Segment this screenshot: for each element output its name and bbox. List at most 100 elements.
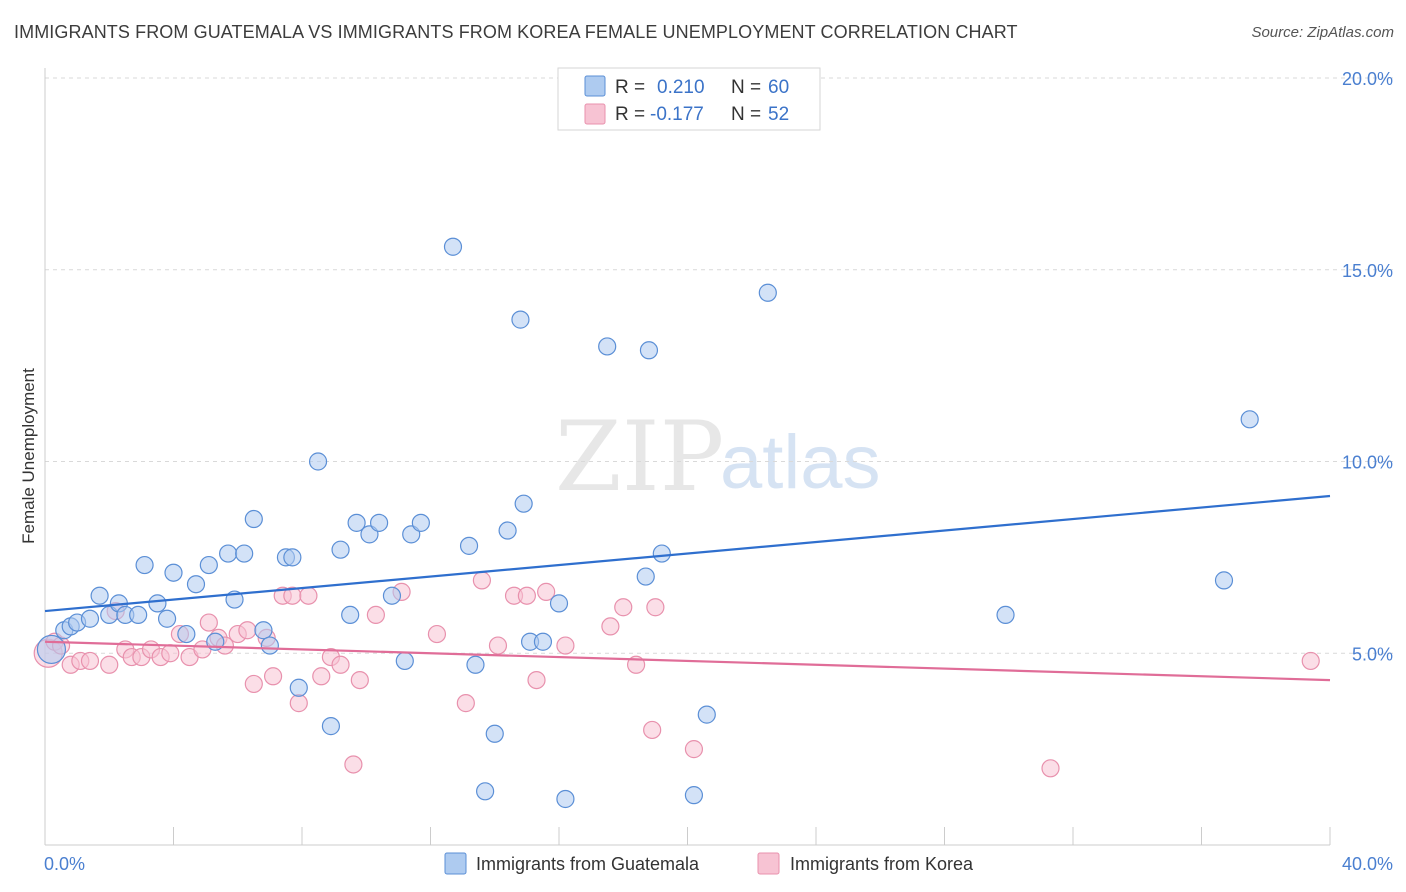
guatemala-point-21	[244, 509, 263, 529]
korea-point-6	[100, 655, 119, 674]
guatemala-point-5	[90, 586, 109, 605]
legend-r-label-korea: R =	[615, 104, 645, 125]
x-tick-label-max: 40.0%	[1342, 854, 1393, 874]
watermark-zip: ZIP	[555, 401, 724, 513]
korea-point-48	[643, 720, 662, 740]
guatemala-point-43	[498, 521, 517, 540]
guatemala-point-22	[254, 621, 273, 640]
legend-n-value-guatemala: 60	[768, 77, 789, 98]
series-guatemala-points	[36, 237, 1259, 809]
y-axis-label: Female Unemployment	[19, 368, 38, 544]
guatemala-point-44	[511, 310, 530, 329]
y-tick-label-20: 20.0%	[1342, 69, 1393, 89]
guatemala-point-53	[652, 544, 671, 563]
guatemala-point-15	[186, 575, 206, 594]
guatemala-point-48	[549, 594, 569, 613]
trend-line-korea	[44, 640, 1331, 682]
guatemala-point-45	[514, 494, 533, 513]
legend: R = 0.210 N = 60 R = -0.177 N = 52	[557, 67, 821, 131]
guatemala-point-58	[1214, 571, 1234, 590]
guatemala-point-11	[148, 594, 167, 613]
guatemala-point-29	[331, 540, 350, 559]
korea-point-31	[331, 655, 350, 674]
guatemala-point-12	[157, 609, 177, 628]
korea-point-49	[646, 598, 665, 617]
source-credit: Source: ZipAtlas.com	[1251, 24, 1394, 41]
guatemala-point-30	[341, 605, 360, 625]
guatemala-point-59	[1240, 410, 1259, 429]
korea-point-43	[537, 582, 556, 601]
guatemala-point-56	[758, 283, 777, 302]
guatemala-point-0	[36, 634, 67, 665]
bottom-legend: Immigrants from Guatemala Immigrants fro…	[444, 852, 974, 875]
korea-point-50	[684, 740, 704, 759]
guatemala-point-28	[321, 717, 341, 736]
legend-r-value-korea: -0.177	[650, 104, 704, 125]
korea-point-34	[366, 605, 385, 625]
guatemala-point-38	[443, 237, 463, 256]
korea-point-13	[161, 644, 180, 663]
guatemala-point-18	[219, 544, 238, 563]
korea-point-45	[601, 617, 620, 636]
guatemala-point-23	[260, 636, 279, 655]
korea-point-46	[614, 598, 633, 617]
korea-point-21	[238, 621, 257, 640]
guatemala-point-4	[80, 609, 100, 628]
y-tick-label-15: 15.0%	[1342, 261, 1393, 281]
guatemala-point-42	[485, 724, 504, 743]
korea-point-5	[80, 651, 100, 671]
y-tick-label-10: 10.0%	[1342, 453, 1393, 473]
chart-title: IMMIGRANTS FROM GUATEMALA VS IMMIGRANTS …	[14, 22, 1018, 42]
guatemala-point-25	[283, 548, 302, 567]
korea-point-22	[244, 674, 263, 694]
korea-point-28	[299, 586, 318, 605]
korea-point-32	[344, 755, 363, 774]
guatemala-point-27	[308, 452, 328, 471]
grid-lines	[45, 77, 1393, 654]
guatemala-point-54	[684, 786, 704, 805]
legend-swatch-korea	[584, 103, 606, 125]
bottom-legend-swatch-guatemala	[444, 852, 467, 875]
bottom-legend-label-guatemala: Immigrants from Guatemala	[476, 854, 700, 874]
guatemala-point-55	[697, 705, 716, 724]
guatemala-point-16	[199, 555, 218, 575]
korea-point-36	[427, 624, 447, 644]
guatemala-point-9	[129, 605, 148, 625]
guatemala-point-41	[476, 782, 495, 801]
legend-n-value-korea: 52	[768, 104, 789, 125]
korea-point-51	[1041, 759, 1060, 778]
legend-r-value-guatemala: 0.210	[657, 77, 705, 98]
guatemala-point-57	[996, 605, 1015, 625]
guatemala-point-49	[556, 789, 575, 809]
korea-point-33	[350, 670, 369, 690]
guatemala-point-14	[177, 624, 196, 644]
bottom-legend-label-korea: Immigrants from Korea	[790, 854, 974, 874]
guatemala-point-37	[411, 513, 430, 532]
legend-n-label-korea: N =	[731, 104, 761, 125]
guatemala-point-47	[533, 632, 553, 651]
korea-point-29	[312, 667, 331, 686]
legend-swatch-guatemala	[584, 75, 606, 97]
guatemala-point-20	[235, 544, 254, 563]
legend-n-label-guatemala: N =	[731, 77, 761, 98]
watermark-atlas: atlas	[720, 420, 881, 505]
korea-point-17	[199, 613, 218, 632]
guatemala-point-13	[164, 563, 183, 582]
guatemala-point-33	[370, 513, 389, 532]
legend-r-label-guatemala: R =	[615, 77, 645, 98]
y-tick-label-5: 5.0%	[1352, 644, 1393, 664]
korea-point-37	[456, 694, 475, 713]
guatemala-point-10	[135, 555, 154, 575]
guatemala-point-52	[639, 341, 659, 360]
bottom-legend-swatch-korea	[757, 852, 780, 875]
x-ticks	[44, 827, 1331, 845]
korea-point-41	[517, 586, 536, 605]
guatemala-point-51	[636, 567, 655, 586]
guatemala-point-26	[289, 678, 308, 697]
korea-point-42	[527, 670, 546, 690]
guatemala-point-39	[459, 536, 479, 555]
korea-point-52	[1301, 651, 1320, 671]
guatemala-point-31	[347, 513, 366, 532]
guatemala-point-50	[598, 337, 617, 356]
